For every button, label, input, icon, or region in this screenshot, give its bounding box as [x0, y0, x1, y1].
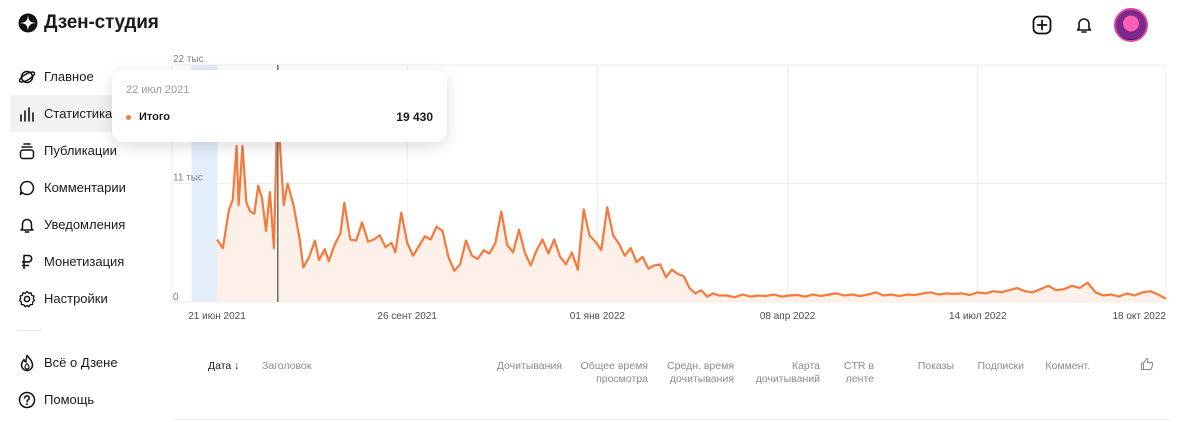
sidebar-item-label: Помощь [44, 392, 95, 407]
sidebar-item-label: Главное [44, 69, 94, 84]
series-line [216, 91, 1167, 300]
create-button[interactable] [1030, 13, 1054, 37]
column-read-map[interactable]: Карта дочитываний [755, 360, 820, 385]
column-likes[interactable] [1140, 357, 1154, 375]
sidebar-item-comments[interactable]: Комментарии [0, 169, 160, 206]
sidebar-item-main[interactable]: Главное [0, 58, 160, 95]
app-logo[interactable]: Дзен-студия [18, 12, 159, 34]
zen-logo-icon [18, 13, 38, 33]
y-tick-label: 11 тыс [173, 173, 203, 184]
planet-icon [18, 68, 36, 86]
sidebar-item-help[interactable]: Помощь [0, 381, 160, 418]
gear-icon [18, 290, 36, 308]
help-icon [18, 391, 36, 409]
tooltip-value: 19 430 [396, 110, 433, 124]
sidebar-item-label: Монетизация [44, 254, 125, 269]
x-tick-label: 26 сент 2021 [377, 311, 437, 322]
chart-tooltip: 22 июл 2021 Итого 19 430 [112, 70, 447, 142]
tooltip-series-label: Итого [139, 111, 171, 123]
plus-square-icon [1032, 15, 1052, 35]
column-title[interactable]: Заголовок [262, 360, 312, 372]
column-total-view-time[interactable]: Общее время просмотра [580, 360, 648, 385]
flame-icon [18, 354, 36, 372]
column-read-throughs[interactable]: Дочитывания [496, 360, 562, 372]
sidebar-item-label: Уведомления [44, 217, 126, 232]
sidebar-item-monetization[interactable]: Монетизация [0, 243, 160, 280]
x-tick-label: 21 июн 2021 [188, 311, 246, 322]
column-date[interactable]: Дата ↓ [208, 360, 240, 372]
sidebar-item-label: Статистика [44, 106, 113, 121]
x-tick-label: 14 июл 2022 [949, 311, 1007, 322]
chart-svg[interactable]: 22 тыс 11 тыс 0 21 июн 2021 26 сент 2021 01 я… [170, 54, 1170, 324]
sidebar-item-label: Настройки [44, 291, 108, 306]
notifications-button[interactable] [1072, 13, 1096, 37]
column-impressions[interactable]: Показы [917, 360, 954, 372]
y-tick-label: 0 [173, 292, 179, 303]
tooltip-date: 22 июл 2021 [126, 84, 190, 96]
column-subscriptions[interactable]: Подписки [977, 360, 1024, 372]
bar-chart-icon [18, 105, 36, 123]
app-title: Дзен-студия [44, 12, 159, 33]
avatar[interactable] [1114, 8, 1148, 42]
statistics-chart[interactable]: 22 тыс 11 тыс 0 21 июн 2021 26 сент 2021 01 я… [170, 54, 1170, 324]
series-dot [126, 114, 131, 120]
sidebar-divider [18, 330, 42, 331]
thumbs-up-icon [1140, 357, 1154, 371]
ruble-icon [18, 253, 36, 271]
x-tick-label: 18 окт 2022 [1112, 311, 1166, 322]
sidebar-item-about-zen[interactable]: Всё о Дзене [0, 344, 160, 381]
sidebar-item-label: Всё о Дзене [44, 355, 118, 370]
sidebar-item-publications[interactable]: Публикации [0, 132, 160, 169]
column-ctr[interactable]: CTR в ленте [843, 360, 874, 385]
x-tick-label: 01 янв 2022 [570, 311, 626, 322]
column-avg-read-time[interactable]: Средн. время дочитывания [667, 360, 734, 385]
column-comments[interactable]: Коммент. [1045, 360, 1090, 372]
bell-icon [1076, 18, 1092, 33]
y-tick-label: 22 тыс [173, 54, 204, 65]
sidebar-item-label: Комментарии [44, 180, 126, 195]
sidebar-item-settings[interactable]: Настройки [0, 280, 160, 317]
sidebar-item-notifications[interactable]: Уведомления [0, 206, 160, 243]
table-header: Дата ↓ Заголовок Дочитывания Общее время… [172, 356, 1170, 396]
table-divider [172, 419, 1170, 420]
series-area [217, 92, 1166, 302]
sidebar-item-label: Публикации [44, 143, 117, 158]
x-tick-label: 08 апр 2022 [760, 311, 816, 322]
bell-icon [18, 216, 36, 234]
stack-icon [18, 142, 36, 160]
comment-icon [18, 179, 36, 197]
